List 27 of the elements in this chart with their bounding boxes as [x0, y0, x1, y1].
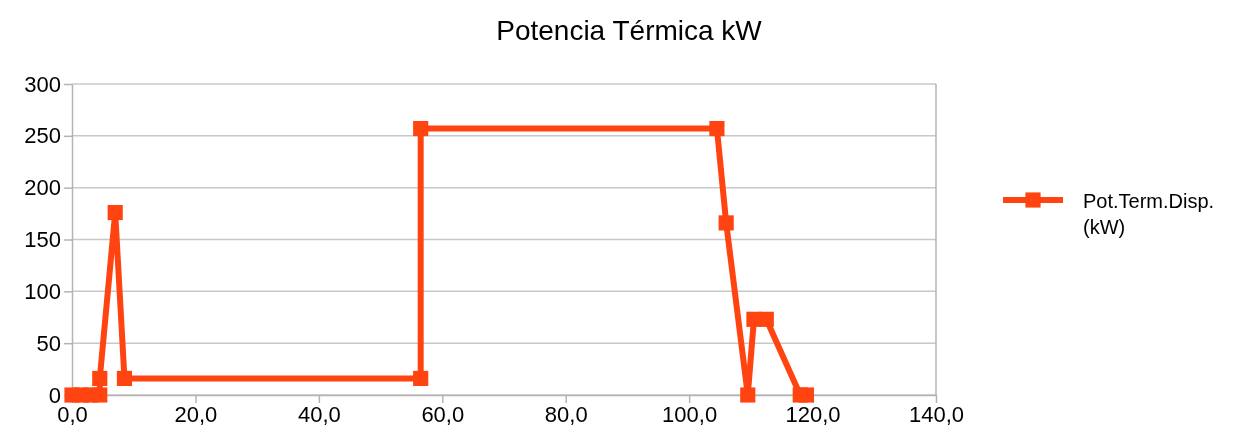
x-tick-label: 140,0: [908, 401, 965, 427]
point: [107, 204, 123, 221]
point: [92, 370, 108, 386]
y-tick-label: 0: [48, 382, 61, 408]
point: [798, 387, 814, 403]
y-tick-label: 300: [24, 71, 61, 97]
y-tick-label: 200: [24, 175, 61, 201]
x-tick-label: 120,0: [785, 401, 841, 427]
point: [116, 370, 133, 386]
y-tick-label: 250: [24, 123, 61, 149]
chart-title: Potencia Térmica kW: [496, 15, 763, 46]
y-tick-label: 150: [24, 227, 61, 253]
point: [718, 215, 734, 231]
y-tick-label: 50: [36, 330, 61, 356]
x-tick-label: 80,0: [544, 401, 588, 427]
x-tick-label: 40,0: [297, 401, 341, 427]
point: [92, 387, 108, 403]
x-tick-label: 100,0: [662, 401, 718, 427]
point: [413, 370, 429, 386]
y-tick-label: 100: [24, 278, 61, 304]
x-tick-label: 20,0: [174, 401, 218, 427]
point: [413, 120, 429, 137]
point: [758, 311, 774, 327]
x-tick-label: 60,0: [421, 401, 465, 427]
point: [709, 120, 725, 137]
point: [740, 387, 756, 403]
legend-label: Pot.Term.Disp. (kW): [1083, 190, 1215, 238]
